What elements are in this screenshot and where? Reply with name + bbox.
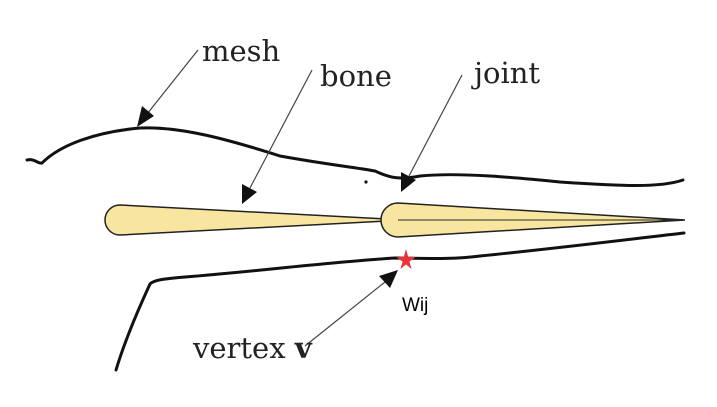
mesh-lower-outline [114, 231, 686, 372]
mesh-leader-line [146, 49, 199, 115]
vertex-leader-line [304, 281, 386, 347]
joint-label: joint [471, 56, 540, 90]
weight-label: Wij [402, 295, 428, 316]
bone-left [104, 204, 406, 236]
joint-leader-line [408, 74, 463, 177]
mesh-arrowhead [137, 106, 154, 127]
mesh-upper-outline [25, 126, 685, 187]
vertex-label-symbol: v [294, 331, 313, 365]
vertex-label-word: vertex [192, 331, 295, 365]
vertex-label: vertex v [192, 331, 313, 365]
mesh-dot [364, 180, 368, 184]
joint-arrowhead [401, 172, 416, 192]
vertex-arrowhead [379, 270, 398, 288]
bone-label: bone [320, 59, 392, 93]
vertex-star-icon [396, 249, 416, 269]
bone-arrowhead [242, 184, 257, 204]
bone-leader-line [249, 69, 313, 189]
mesh-label: mesh [202, 34, 280, 68]
